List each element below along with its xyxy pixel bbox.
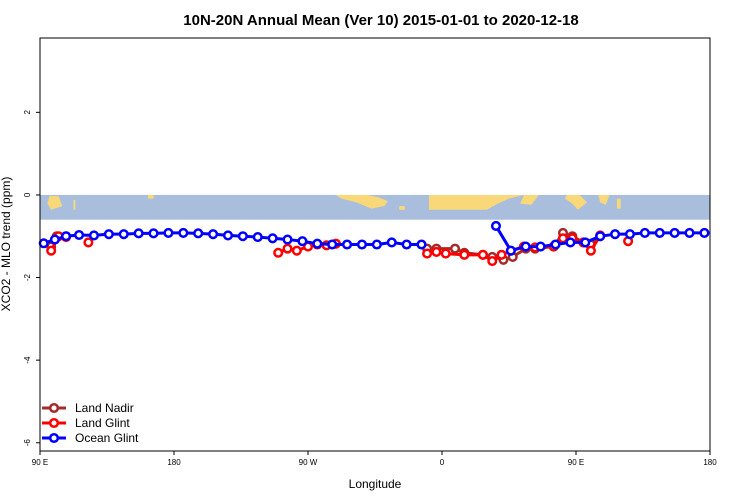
data-point (178, 227, 189, 238)
data-point (291, 245, 302, 256)
data-point (550, 239, 561, 250)
legend-label: Ocean Glint (75, 431, 139, 445)
land-mass (399, 206, 405, 210)
data-point (595, 231, 606, 242)
data-point (267, 233, 278, 244)
y-tick-label: 0 (23, 192, 32, 197)
data-point (222, 230, 234, 241)
data-point (580, 237, 591, 248)
land-mass (335, 194, 389, 209)
data-point (505, 245, 516, 256)
land-mass (564, 194, 588, 210)
data-point (371, 239, 382, 250)
data-point (118, 229, 129, 240)
data-point (282, 234, 293, 245)
y-tick-label: 2 (23, 110, 32, 115)
data-point (431, 246, 442, 257)
data-point (282, 243, 293, 254)
data-point (133, 228, 144, 239)
data-point (585, 245, 596, 256)
data-point (342, 239, 353, 250)
data-point (237, 231, 248, 242)
y-tick-label: -2 (23, 273, 32, 281)
data-point (684, 227, 695, 238)
data-point (327, 239, 338, 250)
legend-swatch-marker (48, 402, 60, 414)
data-point (386, 237, 397, 248)
data-point (487, 255, 498, 267)
data-point (297, 236, 308, 247)
series-layer (38, 220, 710, 267)
data-point (38, 238, 49, 249)
data-point (610, 229, 621, 240)
legend-label: Land Nadir (75, 401, 134, 415)
data-point (273, 247, 284, 258)
land-mass (428, 194, 524, 210)
data-point (477, 249, 488, 260)
land-mass (520, 194, 539, 205)
data-point (422, 248, 433, 259)
plot-frame (39, 37, 711, 452)
data-point (148, 228, 159, 239)
data-point (312, 238, 323, 249)
data-point (459, 249, 470, 260)
data-point (83, 237, 94, 248)
chart-title: 10N-20N Annual Mean (Ver 10) 2015-01-01 … (183, 12, 578, 29)
data-point (699, 227, 710, 238)
land-mass (616, 198, 621, 209)
data-point (401, 239, 412, 250)
data-point (496, 249, 507, 260)
land-mass (73, 199, 76, 210)
data-point (88, 230, 100, 241)
y-axis-label: XCO2 - MLO trend (ppm) (0, 177, 13, 312)
data-point (356, 239, 368, 250)
x-axis-label: Longitude (349, 477, 402, 491)
x-tick-label: 180 (167, 458, 181, 467)
x-tick-label: 0 (440, 458, 445, 467)
x-tick-label: 180 (703, 458, 717, 467)
y-axis: 2 0 -2 -4 -6 (23, 110, 40, 447)
data-point (252, 232, 263, 243)
data-point (639, 227, 650, 238)
data-point (103, 229, 114, 240)
y-tick-label: -6 (23, 439, 32, 447)
legend-swatch-marker (48, 417, 60, 429)
data-point (208, 229, 219, 240)
data-point (654, 227, 665, 238)
x-tick-label: 90 E (568, 458, 584, 467)
data-point (49, 234, 60, 245)
legend-item: Ocean Glint (42, 431, 139, 445)
data-point (416, 239, 427, 250)
data-point (46, 245, 57, 256)
series-ocean-glint (38, 220, 710, 256)
legend-swatch-marker (48, 432, 60, 444)
data-point (74, 229, 85, 241)
land-mass (598, 194, 610, 205)
y-tick-label: -4 (23, 356, 32, 364)
data-point (440, 248, 451, 259)
data-point (449, 243, 461, 254)
land-mass (47, 196, 63, 210)
legend-label: Land Glint (75, 416, 130, 430)
x-tick-label: 90 W (299, 458, 318, 467)
x-tick-label: 90 E (32, 458, 48, 467)
data-point (61, 231, 72, 242)
data-point (163, 227, 174, 238)
data-point (624, 229, 636, 240)
land-ocean-map-band (40, 194, 710, 220)
data-point (565, 237, 576, 248)
x-axis: 90 E 180 90 W 0 90 E 180 (32, 451, 717, 467)
data-point (490, 220, 502, 231)
data-point (520, 241, 531, 252)
data-point (669, 227, 680, 238)
legend-item: Land Glint (42, 416, 130, 430)
data-point (193, 228, 204, 239)
land-mass (147, 194, 154, 199)
legend-item: Land Nadir (42, 401, 134, 415)
data-point (535, 241, 546, 252)
